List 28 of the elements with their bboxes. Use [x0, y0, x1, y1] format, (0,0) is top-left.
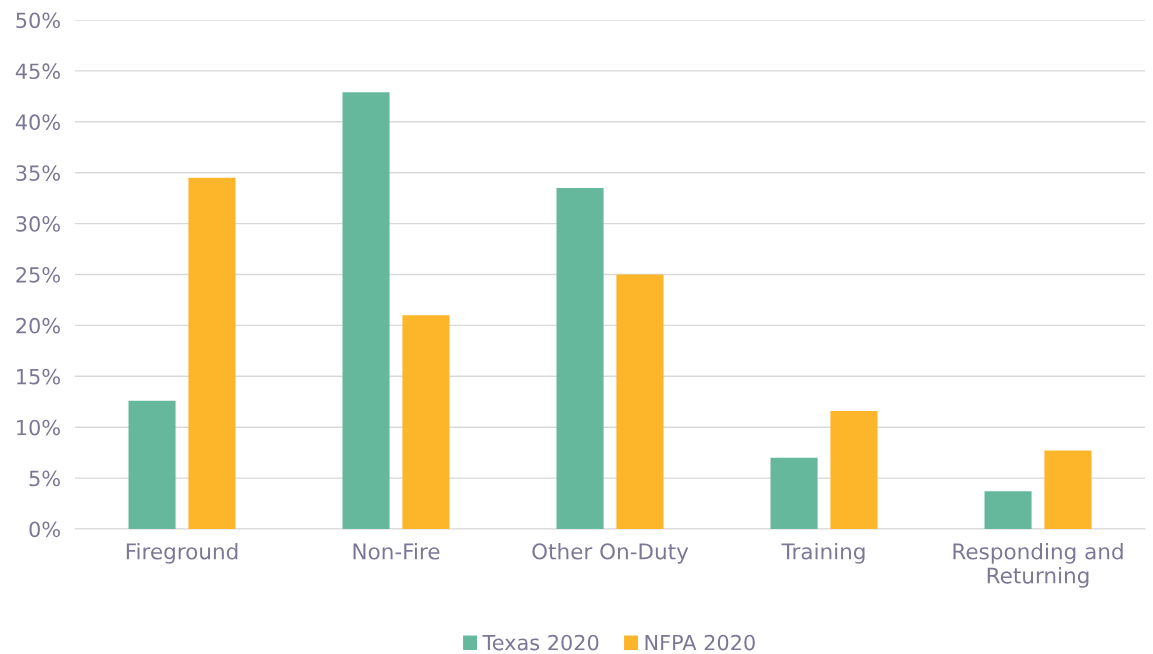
bar — [402, 315, 450, 529]
x-tick-label: Other On-Duty — [532, 542, 689, 564]
y-tick-label: 30% — [16, 216, 60, 232]
y-tick-label: 10% — [17, 419, 60, 436]
bar — [616, 274, 664, 529]
x-tick-label: Fireground — [126, 542, 238, 564]
x-tick-label: Training — [781, 542, 865, 564]
bar — [1044, 450, 1092, 529]
bar — [128, 400, 176, 529]
y-tick-label: 40% — [15, 114, 60, 131]
bar — [342, 92, 390, 529]
y-tick-label: 45% — [15, 63, 60, 80]
bar — [556, 187, 604, 529]
y-tick-label: 15% — [17, 368, 60, 385]
y-tick-label: 35% — [16, 165, 60, 181]
y-tick-label: 5% — [29, 470, 60, 487]
x-tick-label: Non-Fire — [353, 542, 440, 560]
legend-label: Texas 2020 — [482, 634, 599, 651]
bar — [984, 491, 1032, 529]
bar — [188, 177, 236, 529]
bar — [830, 410, 878, 529]
y-tick-label: 50% — [16, 12, 60, 29]
bar — [770, 457, 818, 529]
y-tick-label: 20% — [16, 317, 60, 334]
legend-label: NFPA 2020 — [645, 634, 755, 651]
y-tick-label: 25% — [16, 266, 60, 283]
y-tick-label: 0% — [29, 521, 60, 538]
x-tick-label: Responding and Returning — [953, 542, 1123, 588]
